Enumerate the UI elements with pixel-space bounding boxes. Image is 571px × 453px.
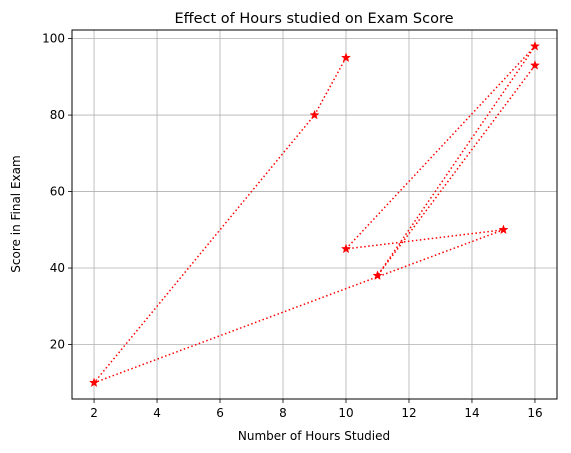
series-line: [91, 45, 536, 385]
plot-series: [88, 40, 541, 388]
y-axis: 20 40 60 80 100: [42, 32, 72, 352]
x-tick-label: 2: [90, 406, 98, 420]
grid: [72, 30, 557, 399]
data-point-star: [529, 60, 541, 70]
x-tick-label: 14: [464, 406, 479, 420]
x-axis-label: Number of Hours Studied: [238, 429, 390, 443]
plot-frame: [71, 29, 558, 400]
x-tick-label: 4: [153, 406, 161, 420]
data-point-star: [529, 40, 541, 51]
data-point-star: [309, 109, 320, 120]
y-tick-label: 100: [42, 32, 65, 46]
y-tick-label: 40: [50, 261, 65, 275]
x-tick-label: 8: [279, 406, 287, 420]
data-point-star: [88, 377, 100, 388]
x-axis: 2 4 6 8 10 12 14 16: [90, 399, 543, 420]
data-point-star: [340, 52, 352, 63]
y-axis-label: Score in Final Exam: [9, 155, 23, 272]
data-point-star: [372, 270, 383, 280]
y-tick-label: 20: [50, 338, 65, 352]
x-tick-label: 16: [527, 406, 542, 420]
data-point-star: [498, 224, 509, 235]
x-tick-label: 12: [401, 406, 416, 420]
x-tick-label: 10: [338, 406, 353, 420]
chart-title: Effect of Hours studied on Exam Score: [174, 11, 453, 27]
x-tick-label: 6: [216, 406, 224, 420]
y-tick-label: 80: [50, 108, 65, 122]
data-point-star: [340, 243, 352, 254]
y-tick-label: 60: [50, 185, 65, 199]
